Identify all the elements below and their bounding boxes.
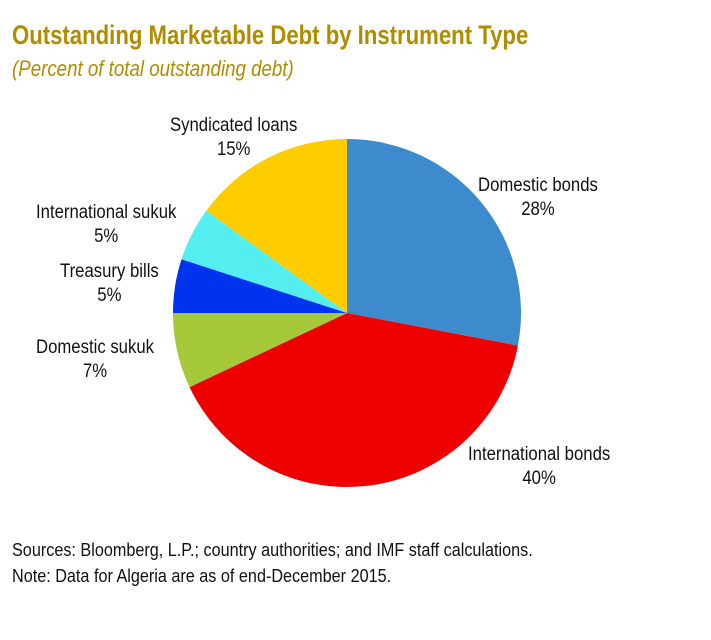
slice-value-text: 7% [82,361,108,382]
data-note: Note: Data for Algeria are as of end-Dec… [12,566,392,586]
pie-slice-domestic-bonds [347,139,521,346]
chart-subtitle: (Percent of total outstanding debt) [12,56,294,81]
label-syndicated-loans: Syndicated loans 15% [170,114,297,162]
slice-label-text: Syndicated loans [170,115,298,136]
label-international-bonds: International bonds 40% [468,443,610,491]
slice-value-text: 5% [94,226,119,247]
slice-label-text: Domestic bonds [478,175,598,196]
slice-label-text: International bonds [468,444,611,465]
slice-label-text: International sukuk [36,202,177,223]
pie-slice-international-sukuk [181,210,347,313]
slice-label-text: Domestic sukuk [36,337,155,358]
label-international-sukuk: International sukuk 5% [36,201,176,249]
slice-value-text: 28% [521,199,555,220]
label-domestic-sukuk: Domestic sukuk 7% [36,336,154,384]
pie-slice-syndicated-loans [206,139,347,313]
chart-title: Outstanding Marketable Debt by Instrumen… [12,20,529,50]
slice-label-text: Treasury bills [60,261,159,282]
slice-value-text: 15% [216,139,251,160]
pie-slice-treasury-bills [173,259,347,313]
slice-value-text: 40% [522,468,556,489]
label-domestic-bonds: Domestic bonds 28% [478,174,598,222]
slice-value-text: 5% [97,285,122,306]
pie-slice-international-bonds [189,313,518,487]
label-treasury-bills: Treasury bills 5% [60,260,159,308]
sources-note: Sources: Bloomberg, L.P.; country author… [12,540,533,560]
pie-slice-domestic-sukuk [173,313,347,388]
